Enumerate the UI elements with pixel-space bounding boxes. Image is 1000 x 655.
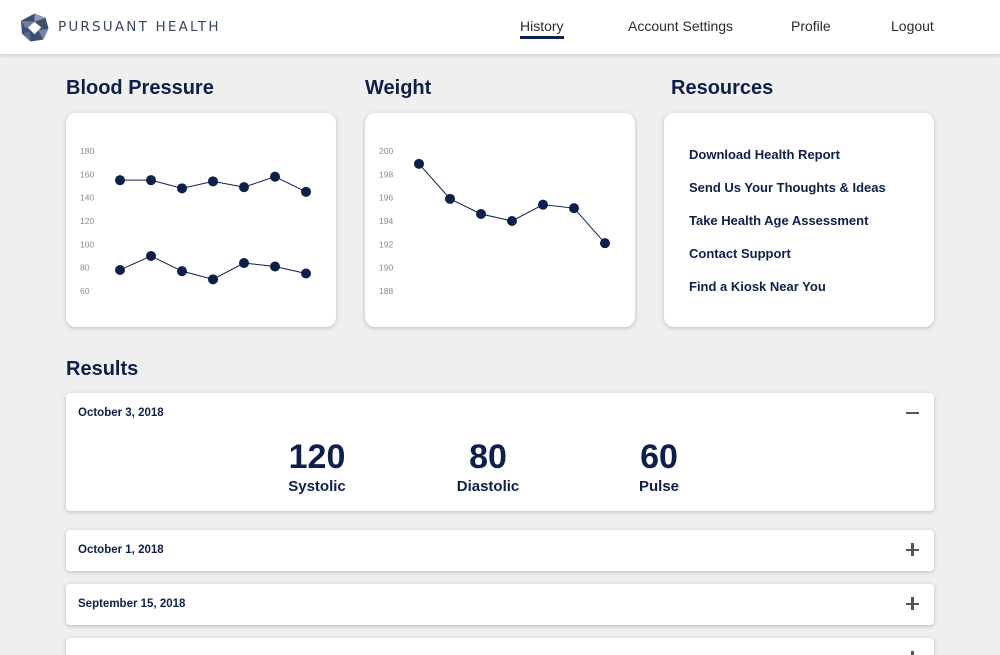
- weight-title: Weight: [365, 77, 432, 99]
- y-tick-label: 160: [80, 169, 94, 179]
- weight-card: 200 198 196 194 192 190 188: [365, 113, 635, 327]
- result-date: October 3, 2018: [78, 407, 164, 419]
- y-tick-label: 180: [80, 146, 94, 156]
- resources-title: Resources: [671, 77, 774, 99]
- results-title: Results: [66, 358, 139, 380]
- brand-logo-icon[interactable]: [20, 13, 49, 42]
- bp-data-point[interactable]: [177, 266, 187, 277]
- y-tick-label: 120: [80, 216, 94, 226]
- nav-account-settings[interactable]: Account Settings: [628, 18, 734, 34]
- bp-data-point[interactable]: [115, 175, 125, 186]
- bp-data-point[interactable]: [208, 176, 218, 187]
- y-tick-label: 198: [379, 169, 393, 179]
- y-tick-label: 60: [80, 286, 90, 296]
- bp-data-point[interactable]: [146, 175, 156, 186]
- result-date: September 15, 2018: [78, 598, 186, 610]
- bp-data-point[interactable]: [270, 261, 280, 272]
- y-tick-label: 196: [379, 193, 393, 203]
- weight-data-point[interactable]: [445, 193, 455, 204]
- systolic-label: Systolic: [288, 478, 346, 495]
- resource-link-health-age-assessment[interactable]: Take Health Age Assessment: [689, 213, 869, 228]
- result-row-expanded: October 3, 2018 120 Systolic 80 Diastoli…: [66, 393, 934, 511]
- bp-data-point[interactable]: [301, 268, 311, 279]
- systolic-metric: 120 Systolic: [257, 439, 377, 495]
- result-row-collapsed[interactable]: October 1, 2018: [66, 530, 934, 571]
- y-tick-label: 188: [379, 286, 393, 296]
- nav-profile[interactable]: Profile: [791, 18, 831, 34]
- resource-link-contact-support[interactable]: Contact Support: [689, 246, 791, 261]
- bp-data-point[interactable]: [301, 186, 311, 197]
- blood-pressure-card: 180 160 140 120 100 80 60: [66, 113, 336, 327]
- bp-data-point[interactable]: [270, 171, 280, 182]
- weight-chart: 200 198 196 194 192 190 188: [379, 146, 610, 296]
- weight-data-point[interactable]: [414, 158, 424, 169]
- weight-data-point[interactable]: [569, 203, 579, 214]
- resource-link-send-thoughts[interactable]: Send Us Your Thoughts & Ideas: [689, 180, 886, 195]
- y-tick-label: 100: [80, 239, 94, 249]
- bp-data-point[interactable]: [208, 274, 218, 285]
- weight-data-point[interactable]: [476, 209, 486, 219]
- result-row-collapsed[interactable]: [66, 638, 934, 655]
- result-date: October 1, 2018: [78, 544, 164, 556]
- nav-logout[interactable]: Logout: [891, 18, 934, 34]
- expand-plus-icon[interactable]: [906, 597, 920, 611]
- blood-pressure-chart: 180 160 140 120 100 80 60: [80, 146, 311, 296]
- y-tick-label: 80: [80, 263, 90, 273]
- collapse-minus-icon[interactable]: [906, 406, 920, 420]
- expand-plus-icon[interactable]: [906, 651, 920, 655]
- top-nav-bar: PURSUANT HEALTH History Account Settings…: [0, 0, 1000, 54]
- diastolic-metric: 80 Diastolic: [428, 439, 548, 495]
- y-tick-label: 200: [379, 146, 393, 156]
- result-row-collapsed[interactable]: September 15, 2018: [66, 584, 934, 625]
- weight-data-point[interactable]: [600, 238, 610, 249]
- weight-series-line: [418, 163, 606, 244]
- diastolic-value: 80: [469, 438, 507, 476]
- bp-data-point[interactable]: [146, 251, 156, 261]
- weight-data-point[interactable]: [507, 216, 517, 226]
- pulse-label: Pulse: [638, 478, 680, 495]
- diastolic-label: Diastolic: [456, 478, 520, 495]
- bp-data-point[interactable]: [239, 182, 249, 193]
- resource-link-find-kiosk[interactable]: Find a Kiosk Near You: [689, 279, 826, 294]
- brand-name: PURSUANT HEALTH: [58, 19, 221, 35]
- bp-data-point[interactable]: [115, 265, 125, 275]
- resource-link-download-report[interactable]: Download Health Report: [689, 147, 840, 162]
- y-tick-label: 190: [379, 263, 393, 273]
- nav-history[interactable]: History: [520, 18, 564, 39]
- weight-data-point[interactable]: [538, 199, 548, 210]
- bp-data-point[interactable]: [239, 258, 249, 268]
- resources-card: Download Health Report Send Us Your Thou…: [664, 113, 934, 327]
- bp-data-point[interactable]: [177, 183, 187, 194]
- y-tick-label: 192: [379, 239, 393, 249]
- pulse-metric: 60 Pulse: [599, 439, 719, 495]
- systolic-value: 120: [288, 438, 346, 476]
- blood-pressure-title: Blood Pressure: [66, 77, 214, 99]
- expand-plus-icon[interactable]: [906, 543, 920, 557]
- pulse-value: 60: [640, 438, 678, 476]
- y-tick-label: 140: [80, 193, 94, 203]
- y-tick-label: 194: [379, 216, 393, 226]
